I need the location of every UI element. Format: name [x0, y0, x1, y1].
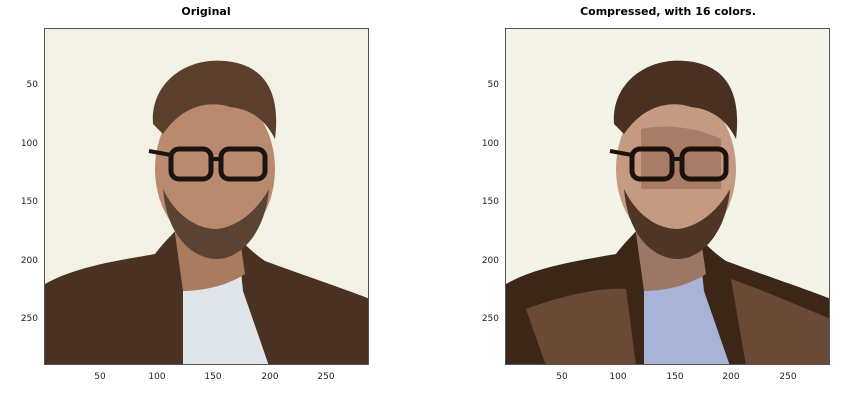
- xtick-label: 150: [204, 372, 222, 382]
- portrait-image-compressed: [506, 29, 829, 364]
- ytick-label: 100: [481, 139, 499, 149]
- xtick-label: 250: [779, 372, 797, 382]
- xtick-label: 250: [317, 372, 335, 382]
- ytick-label: 50: [487, 80, 499, 90]
- ytick-label: 150: [481, 197, 499, 207]
- ytick-label: 150: [20, 197, 38, 207]
- xtick-label: 200: [722, 372, 740, 382]
- xtick-label: 200: [261, 372, 279, 382]
- xtick-label: 50: [556, 372, 568, 382]
- xtick-label: 50: [94, 372, 106, 382]
- ytick-label: 200: [481, 256, 499, 266]
- ytick-label: 100: [20, 139, 38, 149]
- ytick-label: 200: [20, 256, 38, 266]
- ytick-label: 250: [481, 314, 499, 324]
- panel-compressed-title: Compressed, with 16 colors.: [580, 5, 756, 18]
- ytick-label: 50: [26, 80, 38, 90]
- ytick-label: 250: [20, 314, 38, 324]
- panel-original-title: Original: [181, 5, 231, 18]
- portrait-image-original: [45, 29, 368, 364]
- axes-original: [44, 28, 369, 365]
- xtick-label: 100: [148, 372, 166, 382]
- xtick-label: 150: [666, 372, 684, 382]
- axes-compressed: [505, 28, 830, 365]
- xtick-label: 100: [609, 372, 627, 382]
